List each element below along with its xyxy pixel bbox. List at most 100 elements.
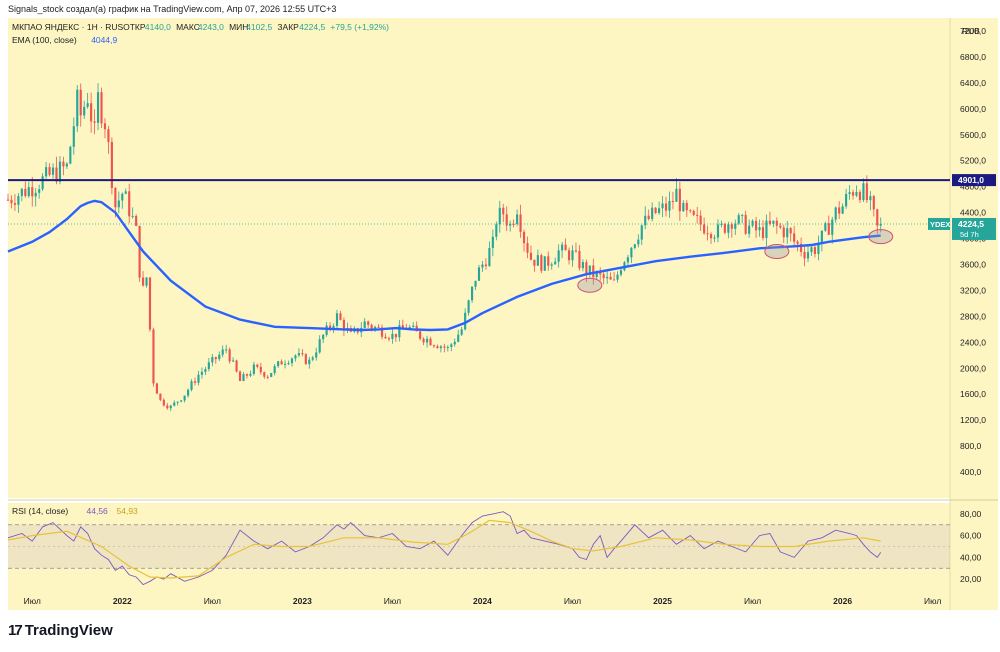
candle-body[interactable] bbox=[280, 361, 283, 365]
candle-body[interactable] bbox=[419, 331, 422, 339]
candle-body[interactable] bbox=[287, 363, 290, 365]
candle-body[interactable] bbox=[633, 244, 636, 248]
candle-body[interactable] bbox=[453, 341, 456, 345]
candle-body[interactable] bbox=[824, 223, 827, 231]
candle-body[interactable] bbox=[443, 346, 446, 348]
candle-body[interactable] bbox=[768, 220, 771, 224]
candle-body[interactable] bbox=[152, 329, 155, 384]
candle-body[interactable] bbox=[58, 161, 62, 182]
candle-body[interactable] bbox=[651, 207, 654, 220]
candle-body[interactable] bbox=[55, 167, 58, 182]
candle-body[interactable] bbox=[616, 274, 619, 280]
candle-body[interactable] bbox=[290, 358, 294, 364]
ema-line[interactable] bbox=[7, 199, 881, 332]
candle-body[interactable] bbox=[401, 325, 404, 328]
candle-body[interactable] bbox=[813, 247, 817, 254]
candle-body[interactable] bbox=[342, 319, 346, 331]
candle-body[interactable] bbox=[10, 199, 13, 204]
candle-body[interactable] bbox=[851, 192, 855, 196]
candle-body[interactable] bbox=[827, 223, 830, 235]
candle-body[interactable] bbox=[720, 223, 723, 225]
candle-body[interactable] bbox=[481, 264, 484, 268]
candle-body[interactable] bbox=[24, 188, 27, 197]
candle-body[interactable] bbox=[27, 187, 30, 197]
candle-body[interactable] bbox=[51, 167, 55, 175]
candle-body[interactable] bbox=[76, 89, 79, 127]
candle-body[interactable] bbox=[654, 207, 657, 213]
candle-body[interactable] bbox=[387, 338, 391, 340]
candle-body[interactable] bbox=[62, 161, 65, 167]
candle-body[interactable] bbox=[422, 338, 425, 343]
candle-body[interactable] bbox=[211, 357, 214, 363]
candle-body[interactable] bbox=[339, 313, 342, 320]
candle-body[interactable] bbox=[398, 325, 401, 338]
candle-body[interactable] bbox=[325, 325, 328, 335]
candle-body[interactable] bbox=[20, 188, 23, 196]
candle-body[interactable] bbox=[204, 369, 207, 372]
candle-body[interactable] bbox=[786, 228, 789, 238]
candle-body[interactable] bbox=[522, 231, 526, 244]
candle-body[interactable] bbox=[543, 256, 546, 271]
candle-body[interactable] bbox=[394, 333, 397, 338]
candle-body[interactable] bbox=[758, 227, 761, 231]
candle-body[interactable] bbox=[585, 262, 588, 275]
rsi-ma-line[interactable] bbox=[7, 519, 881, 579]
candle-body[interactable] bbox=[374, 326, 377, 329]
candle-body[interactable] bbox=[682, 202, 685, 212]
candle-body[interactable] bbox=[114, 187, 117, 208]
candle-body[interactable] bbox=[38, 189, 41, 193]
candle-body[interactable] bbox=[270, 373, 273, 377]
candle-body[interactable] bbox=[450, 344, 453, 348]
candle-body[interactable] bbox=[879, 223, 882, 226]
candle-body[interactable] bbox=[232, 360, 235, 362]
candle-body[interactable] bbox=[367, 321, 370, 325]
candle-body[interactable] bbox=[329, 325, 332, 329]
candle-body[interactable] bbox=[595, 271, 598, 278]
candle-body[interactable] bbox=[668, 200, 671, 211]
candle-body[interactable] bbox=[34, 192, 37, 197]
candle-body[interactable] bbox=[637, 239, 640, 245]
candle-body[interactable] bbox=[609, 276, 612, 280]
candle-body[interactable] bbox=[277, 361, 280, 367]
candle-body[interactable] bbox=[273, 366, 276, 374]
candle-body[interactable] bbox=[806, 252, 810, 259]
candle-body[interactable] bbox=[190, 381, 193, 390]
candle-body[interactable] bbox=[779, 225, 782, 228]
candle-body[interactable] bbox=[554, 261, 557, 265]
candle-body[interactable] bbox=[765, 220, 768, 238]
candle-body[interactable] bbox=[592, 265, 595, 278]
candle-body[interactable] bbox=[689, 210, 692, 212]
candle-body[interactable] bbox=[159, 393, 162, 400]
candle-body[interactable] bbox=[741, 214, 744, 216]
rsi-line[interactable] bbox=[7, 511, 882, 586]
candle-body[interactable] bbox=[301, 353, 304, 355]
candle-body[interactable] bbox=[315, 352, 318, 358]
candle-body[interactable] bbox=[391, 333, 394, 339]
candle-body[interactable] bbox=[789, 228, 792, 234]
candle-body[interactable] bbox=[457, 334, 460, 342]
candle-body[interactable] bbox=[502, 207, 505, 215]
candle-body[interactable] bbox=[322, 334, 325, 340]
candle-body[interactable] bbox=[311, 357, 314, 360]
candle-body[interactable] bbox=[547, 256, 550, 266]
candle-body[interactable] bbox=[425, 338, 429, 343]
candle-body[interactable] bbox=[630, 247, 633, 258]
candle-body[interactable] bbox=[166, 405, 169, 409]
candle-body[interactable] bbox=[218, 354, 221, 360]
candle-body[interactable] bbox=[744, 214, 747, 234]
candle-body[interactable] bbox=[187, 389, 190, 396]
candle-body[interactable] bbox=[509, 223, 512, 226]
candle-body[interactable] bbox=[121, 193, 124, 201]
candle-body[interactable] bbox=[93, 121, 96, 123]
candle-body[interactable] bbox=[297, 353, 300, 356]
candle-body[interactable] bbox=[242, 374, 245, 382]
candle-body[interactable] bbox=[574, 250, 578, 252]
candle-body[interactable] bbox=[474, 280, 477, 287]
candle-body[interactable] bbox=[79, 89, 82, 116]
candle-body[interactable] bbox=[737, 215, 740, 224]
candle-body[interactable] bbox=[256, 364, 259, 367]
candle-body[interactable] bbox=[564, 244, 567, 251]
candle-body[interactable] bbox=[658, 208, 661, 213]
candle-body[interactable] bbox=[31, 187, 34, 197]
candle-body[interactable] bbox=[664, 203, 668, 211]
